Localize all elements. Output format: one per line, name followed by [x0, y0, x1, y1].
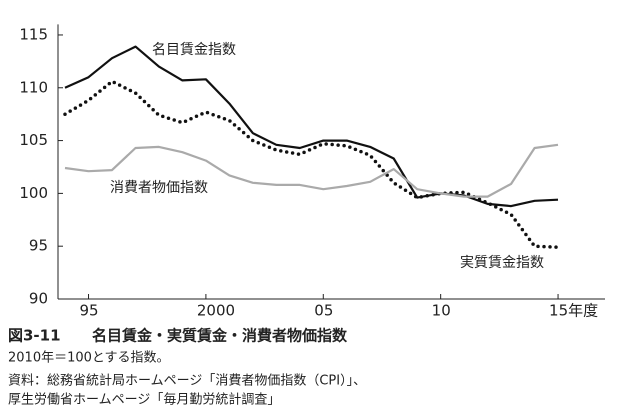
x-tick-label: 10 — [432, 302, 451, 320]
x-tick-label: 95 — [80, 302, 99, 320]
subtitle: 2010年＝100とする指数。 — [8, 351, 170, 366]
series-line — [63, 79, 560, 249]
series-label: 名目賃金指数 — [152, 42, 236, 58]
x-tick-label: 15年度 — [549, 302, 598, 320]
y-tick-label: 115 — [19, 25, 48, 43]
series-label: 実質賃金指数 — [460, 255, 544, 271]
y-tick-label: 90 — [29, 290, 48, 308]
source-line: 資料：総務省統計局ホームページ「消費者物価指数（CPI）」、 — [8, 373, 366, 389]
y-tick-label: 105 — [19, 131, 48, 149]
x-tick-label: 2000 — [197, 302, 235, 320]
figure-label: 図3-11 — [8, 327, 61, 345]
chart-title: 名目賃金・実質賃金・消費者物価指数 — [92, 327, 348, 345]
x-tick-label: 05 — [314, 302, 333, 320]
y-tick-label: 95 — [29, 237, 48, 255]
series-label: 消費者物価指数 — [110, 180, 208, 196]
y-tick-label: 100 — [19, 184, 48, 202]
source-line: 厚生労働省ホームページ「毎月勤労統計調査」 — [8, 392, 280, 408]
series-line — [64, 143, 559, 198]
series-line — [64, 45, 559, 208]
y-tick-label: 110 — [19, 78, 48, 96]
